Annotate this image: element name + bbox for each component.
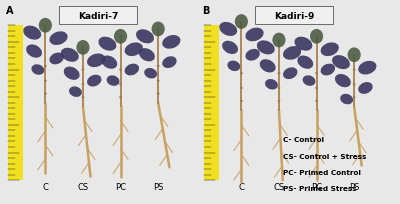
Ellipse shape: [64, 67, 80, 80]
Ellipse shape: [297, 56, 313, 69]
Ellipse shape: [353, 97, 356, 99]
Ellipse shape: [32, 65, 44, 75]
Ellipse shape: [265, 80, 278, 90]
Ellipse shape: [87, 54, 105, 68]
Ellipse shape: [321, 43, 339, 57]
Ellipse shape: [278, 88, 280, 90]
Ellipse shape: [119, 69, 122, 71]
Text: C: C: [238, 182, 244, 191]
Ellipse shape: [278, 73, 280, 75]
Text: PC: PC: [115, 182, 126, 191]
Ellipse shape: [157, 80, 160, 82]
Text: PS: PS: [349, 182, 359, 191]
Ellipse shape: [162, 57, 177, 69]
Bar: [204, 26, 219, 180]
Ellipse shape: [114, 30, 127, 44]
Text: B: B: [202, 6, 209, 16]
Ellipse shape: [82, 97, 84, 99]
Ellipse shape: [23, 27, 41, 40]
Ellipse shape: [353, 84, 356, 86]
Ellipse shape: [294, 38, 312, 51]
Text: Kadiri-7: Kadiri-7: [78, 12, 118, 20]
Ellipse shape: [246, 50, 260, 61]
Ellipse shape: [315, 88, 318, 90]
Ellipse shape: [139, 49, 155, 62]
Ellipse shape: [315, 100, 318, 102]
Text: PC: PC: [311, 182, 322, 191]
Text: PC- Primed Control: PC- Primed Control: [283, 169, 361, 175]
Ellipse shape: [240, 73, 243, 75]
Ellipse shape: [98, 38, 116, 51]
Ellipse shape: [235, 15, 248, 30]
Text: PS: PS: [153, 182, 163, 191]
Ellipse shape: [303, 76, 316, 86]
Text: Kadiri-9: Kadiri-9: [274, 12, 314, 20]
Ellipse shape: [353, 69, 356, 71]
Ellipse shape: [310, 30, 323, 44]
Ellipse shape: [107, 76, 120, 86]
Ellipse shape: [144, 69, 157, 79]
Ellipse shape: [321, 64, 335, 76]
Ellipse shape: [101, 56, 117, 69]
Text: A: A: [6, 6, 13, 16]
Ellipse shape: [162, 36, 180, 49]
Ellipse shape: [358, 62, 376, 75]
Ellipse shape: [283, 47, 301, 60]
Text: PS- Primed Stress: PS- Primed Stress: [283, 186, 356, 192]
Ellipse shape: [358, 83, 373, 94]
Ellipse shape: [283, 68, 298, 80]
Ellipse shape: [119, 97, 122, 99]
Ellipse shape: [240, 88, 243, 90]
Ellipse shape: [26, 45, 42, 58]
FancyBboxPatch shape: [256, 7, 332, 25]
Ellipse shape: [44, 80, 47, 82]
Ellipse shape: [260, 60, 276, 73]
Ellipse shape: [61, 49, 79, 62]
Ellipse shape: [69, 87, 82, 98]
Ellipse shape: [348, 48, 361, 63]
Text: C- Control: C- Control: [283, 137, 324, 143]
Ellipse shape: [136, 30, 154, 44]
Ellipse shape: [50, 32, 68, 46]
Ellipse shape: [257, 41, 275, 55]
Ellipse shape: [246, 29, 264, 42]
Ellipse shape: [76, 41, 90, 55]
Ellipse shape: [278, 100, 280, 102]
Ellipse shape: [82, 69, 84, 71]
Ellipse shape: [157, 93, 160, 95]
Ellipse shape: [157, 65, 160, 68]
Ellipse shape: [50, 53, 64, 65]
Text: CS: CS: [77, 182, 88, 191]
Ellipse shape: [272, 33, 286, 48]
Text: C: C: [42, 182, 48, 191]
Ellipse shape: [335, 75, 351, 88]
Ellipse shape: [39, 19, 52, 33]
Ellipse shape: [44, 93, 47, 95]
Bar: [8, 26, 23, 180]
Ellipse shape: [222, 42, 238, 55]
Ellipse shape: [228, 61, 240, 72]
Ellipse shape: [82, 84, 84, 86]
Ellipse shape: [87, 75, 102, 87]
Ellipse shape: [125, 64, 139, 76]
Ellipse shape: [44, 65, 47, 68]
FancyBboxPatch shape: [60, 7, 136, 25]
Ellipse shape: [332, 56, 350, 70]
Ellipse shape: [119, 84, 122, 86]
Ellipse shape: [152, 22, 165, 37]
Ellipse shape: [125, 43, 143, 57]
Ellipse shape: [240, 100, 243, 102]
Ellipse shape: [219, 23, 237, 37]
Ellipse shape: [340, 94, 353, 105]
Ellipse shape: [315, 73, 318, 75]
Text: CS: CS: [273, 182, 284, 191]
Text: CS- Control + Stress: CS- Control + Stress: [283, 153, 366, 159]
